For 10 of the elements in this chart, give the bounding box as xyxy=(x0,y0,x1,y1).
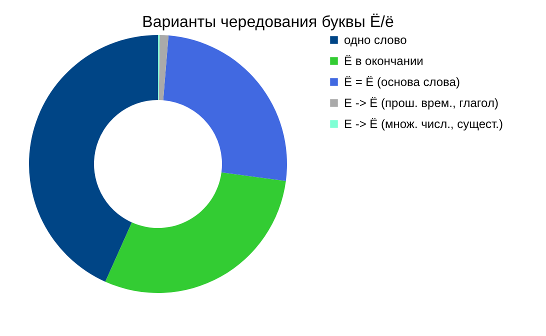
legend-label: Е -> Ё (множ. числ., сущест.) xyxy=(344,117,503,131)
donut-slice xyxy=(158,35,169,100)
donut-slice xyxy=(105,172,286,293)
chart-title: Варианты чередования буквы Ё/ё xyxy=(142,13,394,31)
legend-label: Ё в окончании xyxy=(344,54,424,68)
legend-label: Е -> Ё (прош. врем., глагол) xyxy=(344,96,498,110)
legend-label: одно слово xyxy=(344,33,408,47)
legend-label: Ё = Ё (основа слова) xyxy=(344,75,460,89)
donut-slice xyxy=(163,35,287,181)
donut-slice xyxy=(29,35,158,282)
